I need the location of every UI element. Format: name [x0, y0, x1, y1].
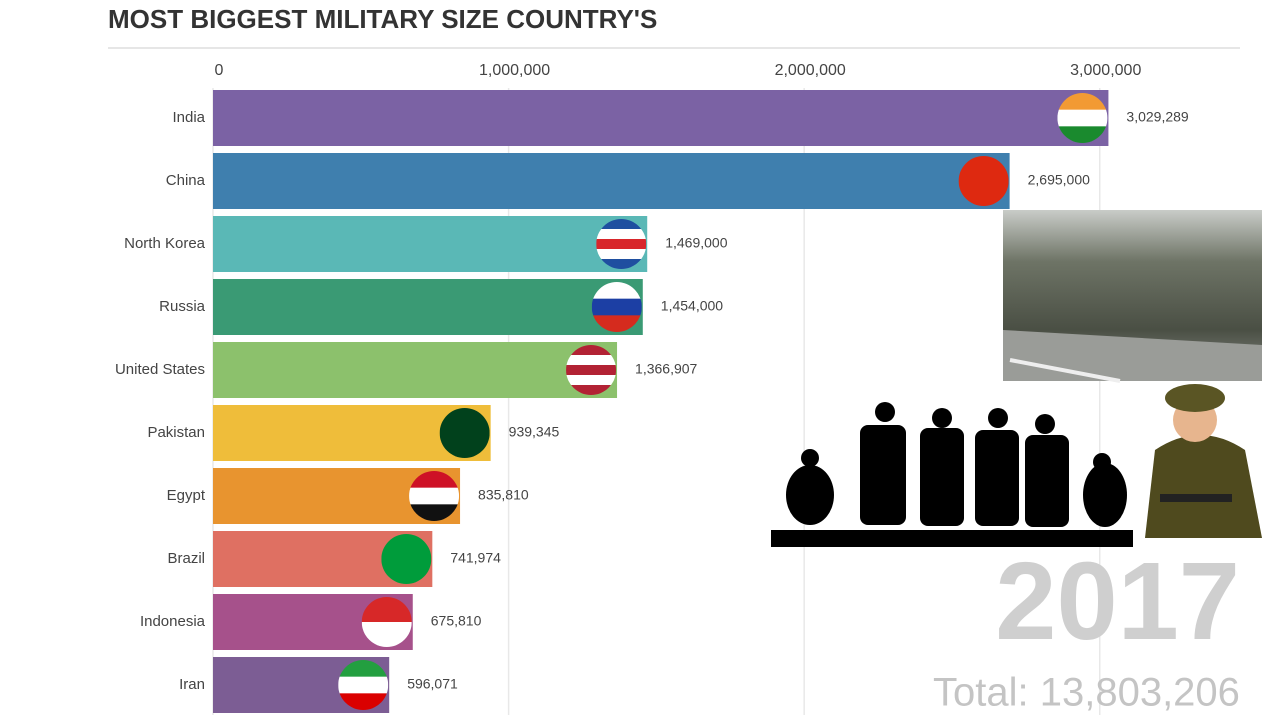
flag [338, 660, 389, 710]
flag-stripe [596, 219, 647, 230]
flag-stripe [566, 375, 617, 386]
value-label: 1,454,000 [661, 298, 723, 314]
flag-stripe [591, 315, 642, 332]
x-tick-label: 0 [215, 62, 224, 79]
category-label: Iran [179, 676, 205, 693]
flag [566, 345, 617, 395]
cartoon-soldier [1145, 384, 1262, 538]
bar [213, 90, 1109, 146]
value-label: 835,810 [478, 487, 529, 503]
category-label: United States [115, 361, 205, 378]
flag-stripe [338, 660, 389, 678]
chart-title: MOST BIGGEST MILITARY SIZE COUNTRY'S [108, 4, 657, 34]
flag [1057, 93, 1108, 143]
category-label: North Korea [124, 235, 206, 252]
flag [381, 534, 432, 584]
flag-stripe [566, 345, 617, 356]
value-label: 939,345 [509, 424, 560, 440]
flag-stripe [338, 676, 389, 694]
flag-stripe [1057, 126, 1108, 143]
flag-stripe [591, 298, 642, 316]
category-label: Indonesia [140, 613, 206, 630]
flag-stripe [409, 471, 460, 489]
bar [213, 153, 1010, 209]
category-label: Pakistan [147, 424, 205, 441]
category-label: Egypt [167, 487, 206, 504]
flag-stripe [1057, 109, 1108, 127]
flag-stripe [596, 239, 647, 250]
flag-stripe [409, 487, 460, 505]
category-label: Russia [159, 298, 206, 315]
category-label: Brazil [167, 550, 205, 567]
category-label: India [172, 109, 205, 126]
x-tick-label: 1,000,000 [479, 62, 550, 79]
flag [596, 219, 647, 269]
flag-stripe [338, 693, 389, 710]
flag [958, 156, 1009, 206]
flag-stripe [596, 259, 647, 269]
flag-stripe [596, 249, 647, 260]
flag-stripe [596, 229, 647, 240]
x-tick-label: 2,000,000 [775, 62, 846, 79]
flag-stripe [566, 355, 617, 366]
value-label: 596,071 [407, 676, 458, 692]
value-label: 741,974 [450, 550, 501, 566]
year-label: 2017 [995, 540, 1240, 663]
silhouettes [771, 402, 1133, 547]
flag-stripe [439, 408, 490, 458]
bars: India 3,029,289 China 2,695,000 North Korea 1… [115, 90, 1189, 713]
soldiers-photo [1003, 210, 1262, 383]
bar [213, 216, 648, 272]
flag-stripe [566, 365, 617, 376]
flag [591, 282, 642, 332]
flag [409, 471, 460, 521]
value-label: 3,029,289 [1126, 109, 1188, 125]
value-label: 2,695,000 [1028, 172, 1090, 188]
flag-stripe [381, 534, 432, 584]
value-label: 1,469,000 [665, 235, 727, 251]
flag-stripe [566, 385, 617, 395]
flag-stripe [591, 282, 642, 300]
value-label: 675,810 [431, 613, 482, 629]
flag [439, 408, 490, 458]
x-tick-label: 3,000,000 [1070, 62, 1141, 79]
bar [213, 342, 618, 398]
value-label: 1,366,907 [635, 361, 697, 377]
flag-stripe [958, 156, 1009, 206]
category-label: China [166, 172, 206, 189]
flag-stripe [409, 504, 460, 521]
bar [213, 279, 643, 335]
flag-stripe [1057, 93, 1108, 111]
total-label: Total: 13,803,206 [933, 671, 1240, 715]
